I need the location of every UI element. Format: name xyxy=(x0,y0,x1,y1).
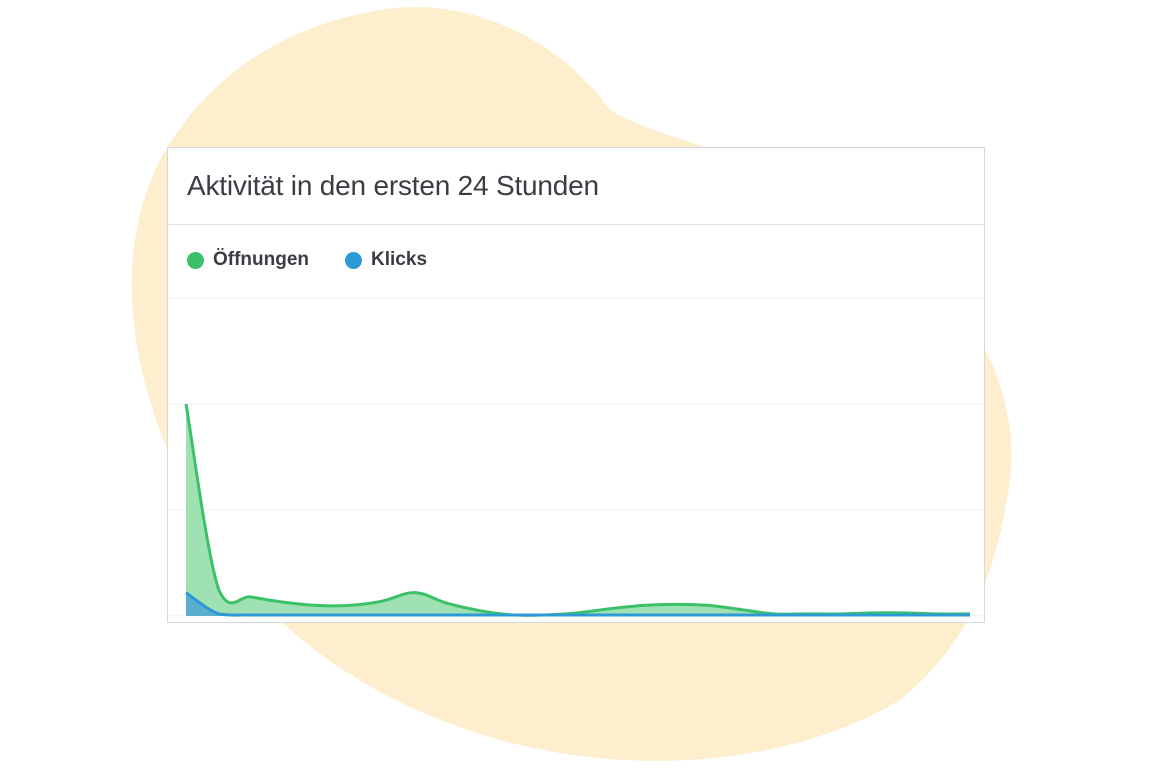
legend-dot-clicks xyxy=(345,251,363,269)
legend-label-clicks: Klicks xyxy=(371,249,428,270)
chart-title: Aktivität in den ersten 24 Stunden xyxy=(187,170,599,201)
legend-dot-opens xyxy=(187,251,204,269)
card-header: Aktivität in den ersten 24 Stunden xyxy=(168,148,984,225)
activity-chart-card: Aktivität in den ersten 24 Stunden Öffnu… xyxy=(167,147,985,623)
grid-lines xyxy=(168,297,984,617)
area-chart-plot xyxy=(168,297,984,617)
legend-item-clicks[interactable]: Klicks xyxy=(345,249,427,271)
chart-legend: Öffnungen Klicks xyxy=(187,249,463,271)
legend-label-opens: Öffnungen xyxy=(213,249,310,270)
series-layer xyxy=(184,403,971,617)
legend-item-opens[interactable]: Öffnungen xyxy=(187,249,309,271)
series-line-clicks xyxy=(185,591,970,617)
